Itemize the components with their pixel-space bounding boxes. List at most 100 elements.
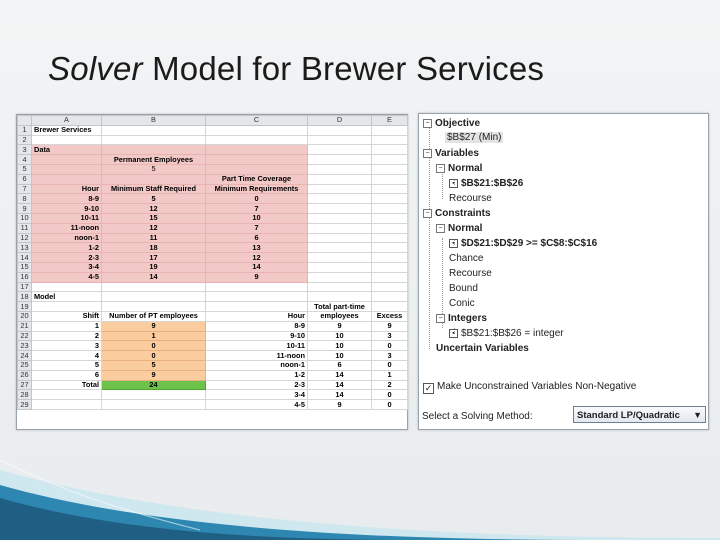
row-number[interactable]: 11 (17, 222, 32, 234)
row-number[interactable]: 4 (17, 154, 32, 165)
cell-b24[interactable]: 0 (101, 350, 206, 361)
cell-d5[interactable] (307, 163, 372, 175)
cell-a8[interactable]: 8-9 (31, 193, 102, 205)
collapse-icon[interactable]: − (423, 148, 432, 158)
cell-d22[interactable]: 10 (307, 330, 372, 342)
cell-e19[interactable] (371, 301, 408, 312)
cell-d17[interactable] (307, 281, 372, 293)
collapse-icon[interactable]: − (436, 223, 445, 233)
cell-e3[interactable] (371, 144, 408, 156)
row-number[interactable]: 24 (17, 350, 32, 361)
cell-b20[interactable]: Number of PT employees (101, 310, 206, 322)
cell-e6[interactable] (371, 173, 408, 185)
cell-b19[interactable] (101, 301, 206, 312)
row-number[interactable]: 21 (17, 320, 32, 332)
cell-d7[interactable] (307, 183, 372, 195)
cell-c14[interactable]: 12 (205, 252, 308, 263)
cell-a5[interactable] (31, 163, 102, 175)
cell-c19[interactable] (205, 301, 308, 312)
cell-a28[interactable] (31, 389, 102, 401)
cell-c1[interactable] (205, 124, 308, 136)
row-number[interactable]: 28 (17, 389, 32, 401)
cell-b15[interactable]: 19 (101, 261, 206, 273)
collapse-icon[interactable]: − (423, 118, 432, 128)
cell-c28[interactable]: 3-4 (205, 389, 308, 401)
cell-c9[interactable]: 7 (205, 203, 308, 214)
cell-a24[interactable]: 4 (31, 350, 102, 361)
cell-e12[interactable] (371, 232, 408, 244)
cell-c18[interactable] (205, 291, 308, 303)
cell-e21[interactable]: 9 (371, 320, 408, 332)
cell-b28[interactable] (101, 389, 206, 401)
cell-c29[interactable]: 4-5 (205, 399, 308, 410)
cell-c4[interactable] (205, 154, 308, 165)
cell-b3[interactable] (101, 144, 206, 156)
cell-d14[interactable] (307, 252, 372, 263)
cell-b13[interactable]: 18 (101, 242, 206, 254)
cell-e11[interactable] (371, 222, 408, 234)
cell-c23[interactable]: 10-11 (205, 340, 308, 352)
row-number[interactable]: 15 (17, 261, 32, 273)
cell-c11[interactable]: 7 (205, 222, 308, 234)
row-number[interactable]: 5 (17, 163, 32, 175)
cell-a27[interactable]: Total (31, 379, 102, 391)
cell-c17[interactable] (205, 281, 308, 293)
cell-d19[interactable]: Total part-time (307, 301, 372, 312)
cell-b26[interactable]: 9 (101, 369, 206, 381)
cell-e24[interactable]: 3 (371, 350, 408, 361)
cell-a14[interactable]: 2-3 (31, 252, 102, 263)
cell-a4[interactable] (31, 154, 102, 165)
row-number[interactable]: 9 (17, 203, 32, 214)
row-number[interactable]: 25 (17, 359, 32, 371)
row-number[interactable]: 26 (17, 369, 32, 381)
tree-leaf-variable-range[interactable]: ▪ $B$21:$B$26 (449, 178, 523, 190)
tree-node-variables-normal[interactable]: − Normal (436, 163, 482, 175)
cell-a19[interactable] (31, 301, 102, 312)
cell-c15[interactable]: 14 (205, 261, 308, 273)
cell-d24[interactable]: 10 (307, 350, 372, 361)
cell-d4[interactable] (307, 154, 372, 165)
cell-e13[interactable] (371, 242, 408, 254)
cell-e22[interactable]: 3 (371, 330, 408, 342)
cell-a17[interactable] (31, 281, 102, 293)
row-number[interactable]: 7 (17, 183, 32, 195)
cell-e27[interactable]: 2 (371, 379, 408, 391)
cell-a13[interactable]: 1-2 (31, 242, 102, 254)
cell-a29[interactable] (31, 399, 102, 410)
cell-e10[interactable] (371, 212, 408, 224)
collapse-icon[interactable]: − (436, 163, 445, 173)
cell-b1[interactable] (101, 124, 206, 136)
tree-node-conic[interactable]: Conic (449, 298, 475, 309)
row-number[interactable]: 20 (17, 310, 32, 322)
cell-b29[interactable] (101, 399, 206, 410)
cell-d23[interactable]: 10 (307, 340, 372, 352)
cell-e9[interactable] (371, 203, 408, 214)
corner-cell[interactable] (17, 115, 32, 126)
tree-node-constraints-normal[interactable]: − Normal (436, 223, 482, 235)
cell-a16[interactable]: 4-5 (31, 271, 102, 283)
cell-d6[interactable] (307, 173, 372, 185)
cell-a22[interactable]: 2 (31, 330, 102, 342)
cell-a1[interactable]: Brewer Services (31, 124, 102, 136)
cell-b18[interactable] (101, 291, 206, 303)
cell-a15[interactable]: 3-4 (31, 261, 102, 273)
cell-d8[interactable] (307, 193, 372, 205)
tree-node-objective[interactable]: − Objective (423, 118, 480, 130)
row-number[interactable]: 10 (17, 212, 32, 224)
cell-c22[interactable]: 9-10 (205, 330, 308, 342)
non-negative-checkbox[interactable]: ✓ (423, 383, 434, 394)
cell-e17[interactable] (371, 281, 408, 293)
tree-node-chance[interactable]: Chance (449, 253, 484, 264)
cell-e2[interactable] (371, 134, 408, 146)
column-header[interactable]: C (205, 115, 308, 126)
cell-d21[interactable]: 9 (307, 320, 372, 332)
row-number[interactable]: 22 (17, 330, 32, 342)
cell-c20[interactable]: Hour (205, 310, 308, 322)
cell-c12[interactable]: 6 (205, 232, 308, 244)
cell-c8[interactable]: 0 (205, 193, 308, 205)
cell-e25[interactable]: 0 (371, 359, 408, 371)
cell-c3[interactable] (205, 144, 308, 156)
cell-e29[interactable]: 0 (371, 399, 408, 410)
column-header[interactable]: D (307, 115, 372, 126)
tree-node-uncertain-variables[interactable]: Uncertain Variables (436, 343, 529, 354)
